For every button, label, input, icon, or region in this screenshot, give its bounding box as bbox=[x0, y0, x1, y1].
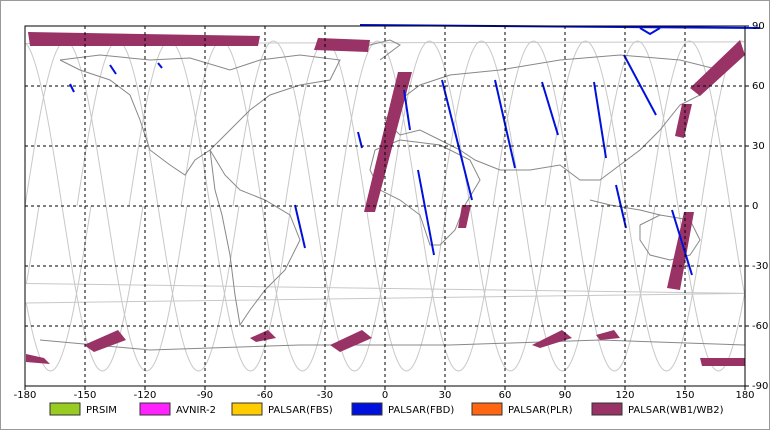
x-tick-label: 150 bbox=[675, 390, 694, 401]
x-tick-label: 90 bbox=[559, 390, 572, 401]
wb-swaths bbox=[26, 32, 745, 366]
legend-label: AVNIR-2 bbox=[176, 405, 216, 416]
legend-swatch bbox=[471, 402, 503, 416]
orbit-track bbox=[440, 40, 604, 372]
grid: -180 -150 -120 -90 -60 -30 0 30 60 90 120 150 180 90 6… bbox=[14, 21, 769, 401]
legend-swatch bbox=[139, 402, 171, 416]
x-tick-label: -30 bbox=[317, 390, 333, 401]
orbit-track bbox=[128, 40, 292, 372]
y-tick-label: 30 bbox=[752, 141, 765, 152]
legend-swatch bbox=[49, 402, 81, 416]
x-tick-label: -60 bbox=[257, 390, 273, 401]
legend-label: PALSAR(PLR) bbox=[508, 405, 573, 416]
legend-swatch bbox=[231, 402, 263, 416]
x-tick-label: 0 bbox=[382, 390, 388, 401]
y-tick-label: 0 bbox=[752, 201, 758, 212]
legend: PRSIM AVNIR-2 PALSAR(FBS) PALSAR(FBD) PALSAR… bbox=[49, 402, 724, 416]
legend-label: PALSAR(WB1/WB2) bbox=[628, 405, 724, 416]
x-tick-label: -150 bbox=[74, 390, 97, 401]
legend-swatch bbox=[591, 402, 623, 416]
y-tick-label: -90 bbox=[752, 381, 768, 392]
x-tick-label: -90 bbox=[197, 390, 213, 401]
legend-label: PALSAR(FBD) bbox=[388, 405, 454, 416]
legend-swatch bbox=[351, 402, 383, 416]
y-tick-label: -30 bbox=[752, 261, 768, 272]
orbit-track bbox=[25, 40, 746, 372]
x-tick-label: -180 bbox=[14, 390, 37, 401]
x-tick-label: 30 bbox=[439, 390, 452, 401]
y-tick-label: 90 bbox=[752, 21, 765, 32]
x-tick-label: 180 bbox=[735, 390, 754, 401]
x-tick-label: 60 bbox=[499, 390, 512, 401]
legend-label: PRSIM bbox=[86, 405, 117, 416]
x-tick-label: 120 bbox=[615, 390, 634, 401]
legend-label: PALSAR(FBS) bbox=[268, 405, 333, 416]
plot-border bbox=[24, 25, 746, 387]
y-tick-label: -60 bbox=[752, 321, 768, 332]
y-tick-label: 60 bbox=[752, 81, 765, 92]
x-tick-label: -120 bbox=[134, 390, 157, 401]
